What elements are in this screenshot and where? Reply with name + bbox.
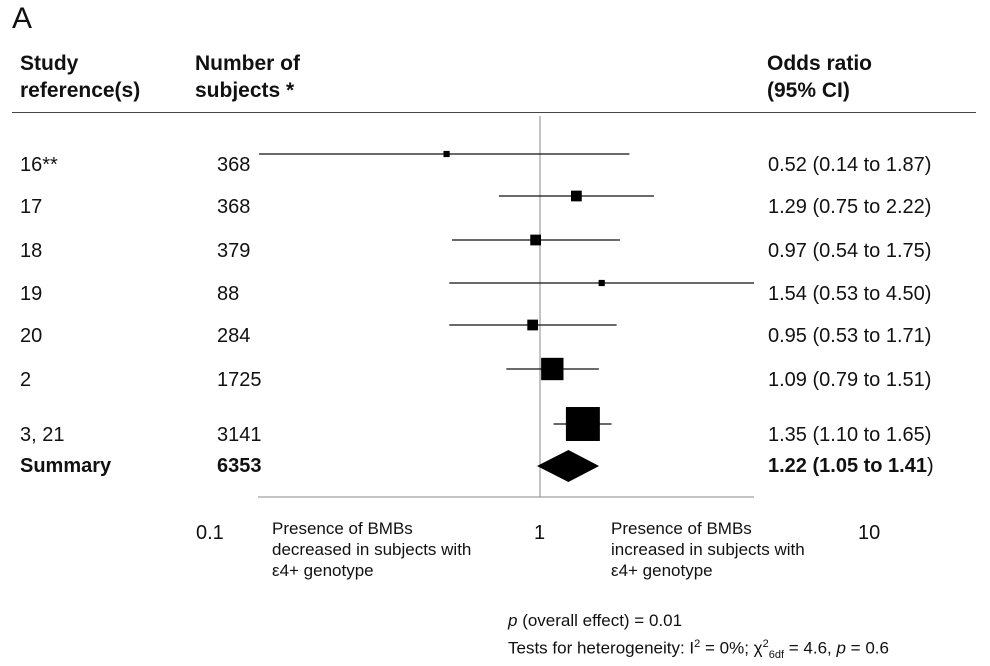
odds-ratio-2: 0.97 (0.54 to 1.75)	[768, 240, 932, 262]
header-subjects: Number of subjects *	[195, 50, 300, 104]
tick-label-1: 1	[534, 522, 546, 544]
header-or-line1: Odds ratio	[767, 52, 873, 75]
subjects-5: 1725	[217, 369, 262, 391]
het-mid2: = 4.6,	[784, 638, 837, 658]
summary-diamond	[536, 450, 600, 482]
study-ref-1: 17	[20, 196, 43, 218]
summary-subjects: 6353	[217, 455, 262, 477]
summary-or-value: 1.22 (1.05 to 1.41	[768, 455, 927, 477]
summary-or-close: )	[926, 455, 934, 477]
chi-sup: 2	[762, 638, 769, 650]
header-odds-ratio: Odds ratio (95% CI)	[767, 50, 872, 104]
point-estimate-2	[541, 357, 564, 381]
odds-ratio-5: 1.09 (0.79 to 1.51)	[768, 369, 932, 391]
subjects-1: 368	[217, 196, 251, 218]
overall-effect: p (overall effect) = 0.01	[508, 610, 682, 632]
tick-label-0.1: 0.1	[196, 522, 224, 544]
summary-odds-ratio: 1.22 (1.05 to 1.41)	[768, 454, 934, 478]
het-end: = 0.6	[845, 638, 889, 658]
header-study-line1: Study	[20, 52, 79, 75]
odds-ratio-1: 1.29 (0.75 to 2.22)	[768, 196, 932, 218]
p2-symbol: p	[836, 638, 846, 658]
point-estimate-19	[598, 279, 605, 287]
odds-ratio-0: 0.52 (0.14 to 1.87)	[768, 154, 932, 176]
study-ref-0: 16**	[20, 154, 58, 176]
header-study-line2: reference(s)	[20, 79, 141, 102]
header-subjects-line1: Number of	[195, 52, 300, 75]
study-ref-5: 2	[20, 369, 32, 391]
summary-label: Summary	[20, 455, 112, 477]
point-estimate-18	[530, 234, 542, 246]
het-mid: = 0%; χ	[700, 638, 763, 658]
heterogeneity-tests: Tests for heterogeneity: I2 = 0%; χ26df …	[508, 633, 889, 666]
study-ref-3: 19	[20, 283, 43, 305]
point-estimate-3, 21	[565, 407, 600, 441]
tick-label-10: 10	[858, 522, 881, 544]
header-subjects-line2: subjects *	[195, 79, 295, 102]
header-or-line2: (95% CI)	[767, 79, 850, 102]
panel-label: A	[12, 2, 33, 35]
subjects-0: 368	[217, 154, 251, 176]
i2-sup: 2	[694, 638, 701, 650]
forest-plot	[258, 116, 754, 498]
odds-ratio-4: 0.95 (0.53 to 1.71)	[768, 325, 932, 347]
het-prefix: Tests for heterogeneity: I	[508, 638, 695, 658]
point-estimate-20	[527, 319, 539, 331]
overall-effect-text: (overall effect) = 0.01	[517, 611, 683, 630]
note-increased: Presence of BMBs increased in subjects w…	[611, 519, 805, 580]
subjects-3: 88	[217, 283, 240, 305]
point-estimate-17	[571, 190, 582, 202]
point-estimate-16**	[443, 150, 450, 158]
p-symbol: p	[508, 611, 518, 630]
study-ref-6: 3, 21	[20, 424, 65, 446]
odds-ratio-6: 1.35 (1.10 to 1.65)	[768, 424, 932, 446]
odds-ratio-3: 1.54 (0.53 to 4.50)	[768, 283, 932, 305]
study-ref-4: 20	[20, 325, 43, 347]
study-ref-2: 18	[20, 240, 43, 262]
subjects-4: 284	[217, 325, 251, 347]
subjects-6: 3141	[217, 424, 262, 446]
note-decreased: Presence of BMBs decreased in subjects w…	[272, 519, 472, 580]
header-study: Study reference(s)	[20, 50, 140, 104]
subjects-2: 379	[217, 240, 251, 262]
chi-sub: 6df	[768, 649, 785, 662]
header-divider	[12, 112, 976, 113]
